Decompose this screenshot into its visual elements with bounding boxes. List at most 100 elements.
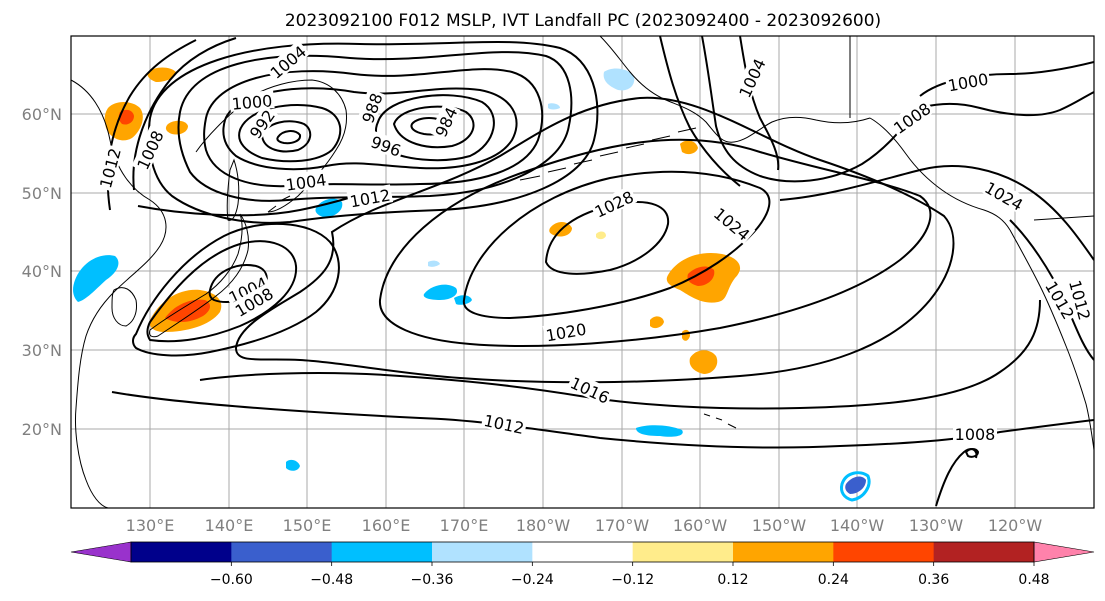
- colorbar-tick-label: 0.48: [1018, 572, 1049, 588]
- figure-title: 2023092100 F012 MSLP, IVT Landfall PC (2…: [285, 11, 881, 31]
- ivt-neg-se: [845, 476, 866, 494]
- coast-korea: [111, 287, 137, 327]
- isobar-label-bg: [367, 130, 406, 160]
- colorbar-swatch: [532, 542, 634, 562]
- isobar-label: 1012: [480, 409, 528, 438]
- coast-alaska-west: [599, 36, 871, 143]
- isobar-label: 1008: [953, 424, 997, 444]
- coast-kuril-chain: [267, 175, 317, 213]
- isobar-1012-japan: [132, 222, 340, 357]
- lon-label: 150°W: [752, 516, 807, 535]
- colorbar-swatch: [733, 542, 834, 562]
- ivt-core-okhotsk: [118, 109, 134, 125]
- lat-label: 50°N: [22, 184, 62, 203]
- isobar-label-bg: [282, 169, 329, 193]
- isobar-low-west: [238, 104, 342, 163]
- lat-label: 30°N: [22, 341, 62, 360]
- coast-hawaii: [703, 413, 737, 429]
- ivt-blob-small-2: [680, 140, 698, 155]
- coast-alaska-panhandle: [869, 117, 1011, 231]
- lon-label: 130°E: [126, 516, 175, 535]
- isobar-label-bg: [1066, 276, 1094, 324]
- isobar-label-bg: [566, 371, 615, 407]
- colorbar-swatch: [632, 542, 734, 562]
- isobar-1004-alaska: [899, 91, 1094, 119]
- colorbar: −0.60 −0.48 −0.36 −0.24 −0.12 0.12 0.24 0.36 0.4…: [70, 541, 1095, 588]
- ivt-blob-hawaii-north: [689, 350, 718, 374]
- isobar-label-bg: [244, 104, 279, 143]
- colorbar-swatch: [432, 542, 533, 562]
- isobar-label-bg: [589, 185, 638, 221]
- isobar-label-bg: [264, 40, 310, 83]
- colorbar-tick-label: −0.36: [411, 572, 454, 588]
- ivt-shading: [73, 67, 871, 502]
- ivt-core-gulf: [687, 266, 715, 286]
- isobar-1008-gulf: [701, 36, 915, 183]
- isobar-label-bg: [131, 125, 167, 174]
- isobar-label-bg: [94, 144, 124, 192]
- lon-label: 160°W: [673, 516, 728, 535]
- colorbar-tick-label: −0.24: [511, 572, 554, 588]
- lon-label: 130°W: [909, 516, 964, 535]
- lon-label: 120°W: [988, 516, 1043, 535]
- lon-label: 170°W: [595, 516, 650, 535]
- isobar-low-inner-2: [260, 120, 312, 153]
- isobar-1012-aleutian: [659, 36, 741, 187]
- lat-label: 40°N: [22, 262, 62, 281]
- colorbar-extend-high: [1033, 541, 1095, 563]
- isobar-988-ring: [222, 87, 518, 171]
- isobar-label-bg: [1042, 275, 1080, 324]
- ivt-blob-north: [147, 67, 176, 82]
- isobar-1028: [544, 201, 670, 275]
- lon-label: 180°W: [516, 516, 571, 535]
- ivt-neg-south: [636, 425, 683, 437]
- isobar-1008-se-closed: [964, 448, 980, 458]
- coast-na-west: [1009, 229, 1094, 451]
- isobar-label-bg: [429, 102, 461, 141]
- lat-label: 20°N: [22, 420, 62, 439]
- ivt-neg-central: [423, 284, 458, 300]
- isobar-label-bg: [346, 184, 394, 210]
- isobar-label: 1004: [282, 169, 329, 195]
- colorbar-tick-label: 0.12: [717, 572, 748, 588]
- isobar-1024-coast: [779, 165, 1094, 261]
- lon-label: 160°E: [362, 516, 411, 535]
- ivt-blob-small-1: [650, 316, 664, 329]
- isobar-1016: [234, 96, 955, 384]
- isobar-1012-central: [199, 299, 1041, 410]
- isobar-label-bg: [888, 97, 935, 138]
- isobar-label-bg: [356, 88, 386, 127]
- colorbar-swatch: [231, 542, 333, 562]
- isobar-1004-bering: [739, 36, 780, 171]
- isobar-1008-west: [132, 37, 237, 191]
- isobar-label-bg: [980, 176, 1029, 214]
- isobar-label-bg: [223, 271, 272, 307]
- ivt-neg-bering: [603, 68, 635, 91]
- isobar-low-inner-1: [276, 130, 302, 145]
- isobar-1008-japan: [146, 240, 298, 343]
- lat-label: 60°N: [22, 105, 62, 124]
- isobar-label-text: 1008: [955, 425, 996, 444]
- coast-japan: [149, 213, 249, 338]
- lon-label: 140°E: [205, 516, 254, 535]
- colorbar-tick-label: −0.12: [611, 572, 654, 588]
- isobar-label-bg: [542, 318, 590, 344]
- coast-sakhalin: [226, 158, 240, 221]
- isobar-1000: [177, 51, 573, 202]
- colorbar-extend-low: [70, 541, 132, 563]
- lon-label: 170°E: [440, 516, 489, 535]
- isobar-low-east-2: [392, 105, 475, 149]
- colorbar-swatch: [833, 542, 935, 562]
- ivt-core-east-asia: [165, 299, 211, 323]
- colorbar-swatch: [131, 542, 232, 562]
- lon-label: 140°W: [830, 516, 885, 535]
- colorbar-swatch: [331, 542, 433, 562]
- colorbar-tick-label: 0.24: [818, 572, 849, 588]
- colorbar-tick-label: 0.36: [918, 572, 949, 588]
- colorbar-tick-label: −0.60: [210, 572, 253, 588]
- isobar-1020: [378, 138, 932, 347]
- ivt-neg-small-3: [548, 103, 560, 110]
- map-frame: [70, 35, 1095, 509]
